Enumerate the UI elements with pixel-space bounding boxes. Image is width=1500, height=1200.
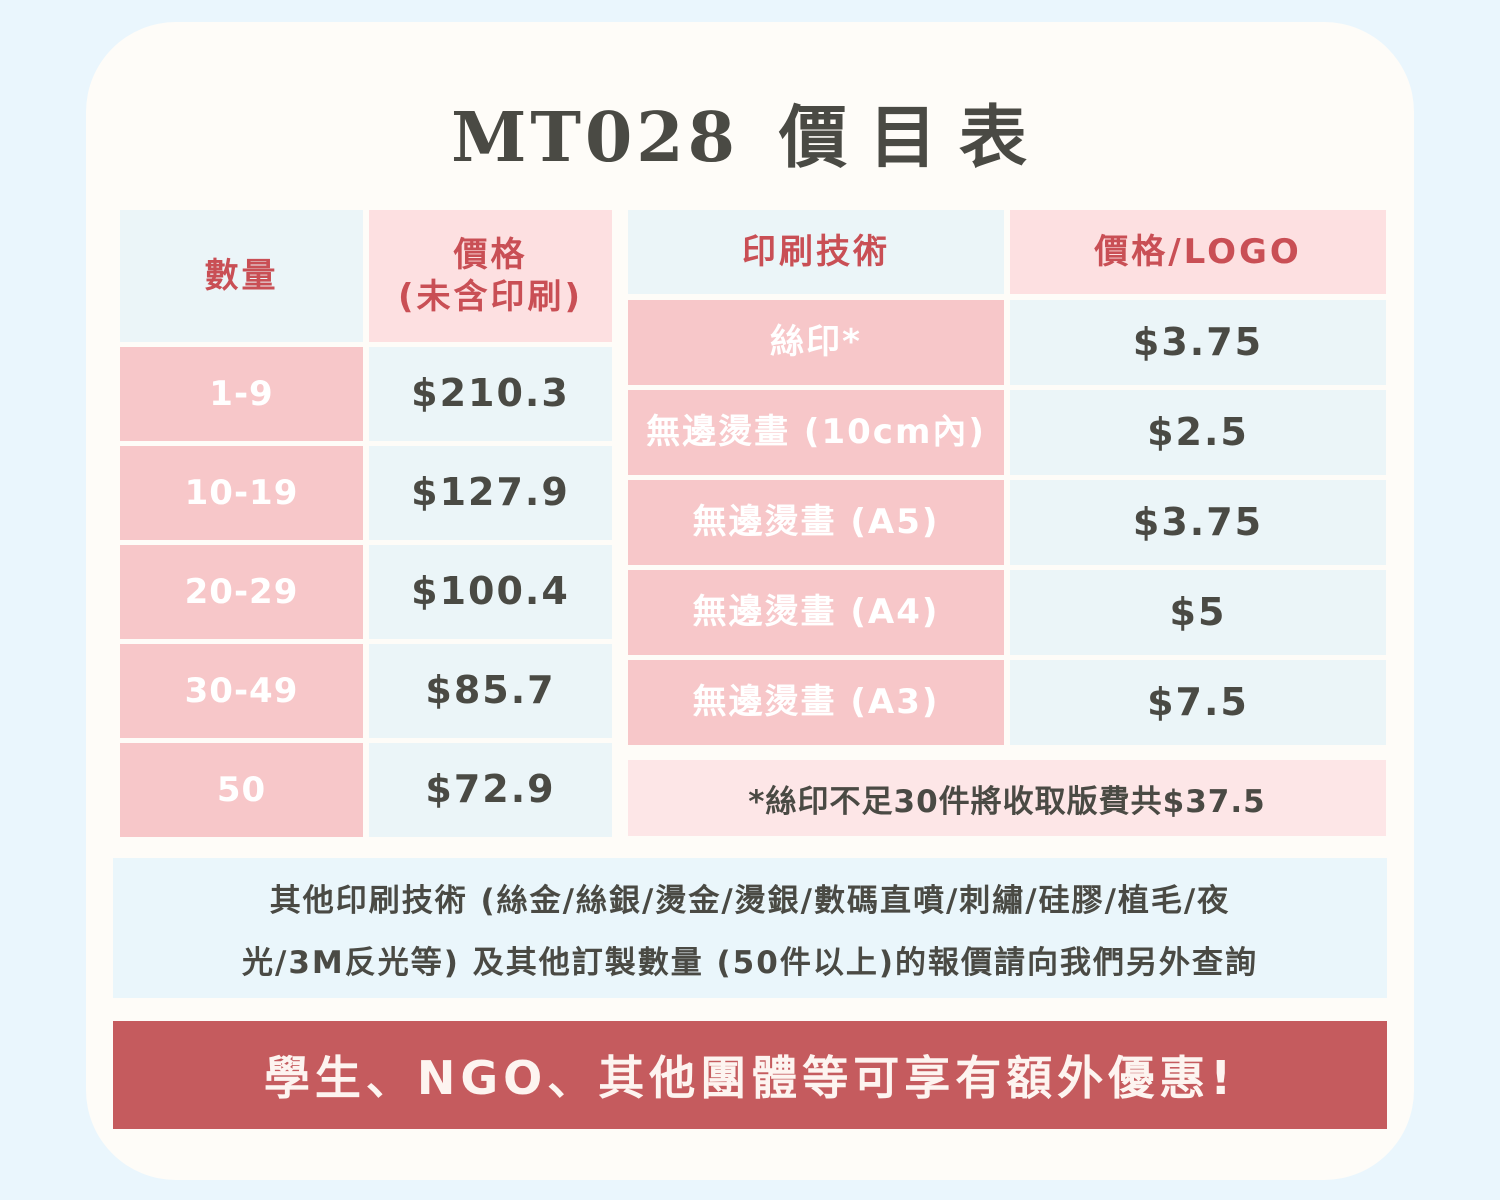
technique-cell: 無邊燙畫 (A3) <box>628 660 1004 745</box>
header-price-no-print: 價格 (未含印刷) <box>369 210 612 342</box>
logo-price-cell: $7.5 <box>1010 660 1386 745</box>
logo-price-cell: $3.75 <box>1010 300 1386 385</box>
other-techniques-info: 其他印刷技術 (絲金/絲銀/燙金/燙銀/數碼直噴/刺繡/硅膠/植毛/夜 光/3M… <box>113 858 1387 998</box>
technique-cell: 無邊燙畫 (A4) <box>628 570 1004 655</box>
price-cell: $127.9 <box>369 446 612 540</box>
screen-print-setup-fee-note: *絲印不足30件將收取版費共$37.5 <box>628 760 1386 836</box>
header-quantity: 數量 <box>120 210 363 342</box>
product-code: MT028 <box>451 98 739 178</box>
technique-cell: 絲印* <box>628 300 1004 385</box>
qty-cell: 10-19 <box>120 446 363 540</box>
technique-cell: 無邊燙畫 (A5) <box>628 480 1004 565</box>
price-cell: $210.3 <box>369 347 612 441</box>
price-cell: $85.7 <box>369 644 612 738</box>
qty-cell: 1-9 <box>120 347 363 441</box>
logo-price-cell: $5 <box>1010 570 1386 655</box>
header-price-label: 價格 <box>453 234 528 275</box>
discount-banner: 學生、NGO、其他團體等可享有額外優惠! <box>113 1021 1387 1129</box>
logo-price-cell: $2.5 <box>1010 390 1386 475</box>
other-info-line: 光/3M反光等) 及其他訂製數量 (50件以上)的報價請向我們另外查詢 <box>242 945 1258 981</box>
qty-cell: 50 <box>120 743 363 837</box>
page-title: MT028 價目表 <box>0 82 1500 181</box>
technique-cell: 無邊燙畫 (10cm內) <box>628 390 1004 475</box>
logo-price-cell: $3.75 <box>1010 480 1386 565</box>
other-info-line: 其他印刷技術 (絲金/絲銀/燙金/燙銀/數碼直噴/刺繡/硅膠/植毛/夜 <box>269 883 1231 919</box>
header-print-technique: 印刷技術 <box>628 210 1004 294</box>
header-price-per-logo: 價格/LOGO <box>1010 210 1386 294</box>
title-label: 價目表 <box>778 98 1049 178</box>
qty-cell: 30-49 <box>120 644 363 738</box>
price-cell: $100.4 <box>369 545 612 639</box>
price-cell: $72.9 <box>369 743 612 837</box>
header-price-note: (未含印刷) <box>397 277 584 317</box>
qty-cell: 20-29 <box>120 545 363 639</box>
